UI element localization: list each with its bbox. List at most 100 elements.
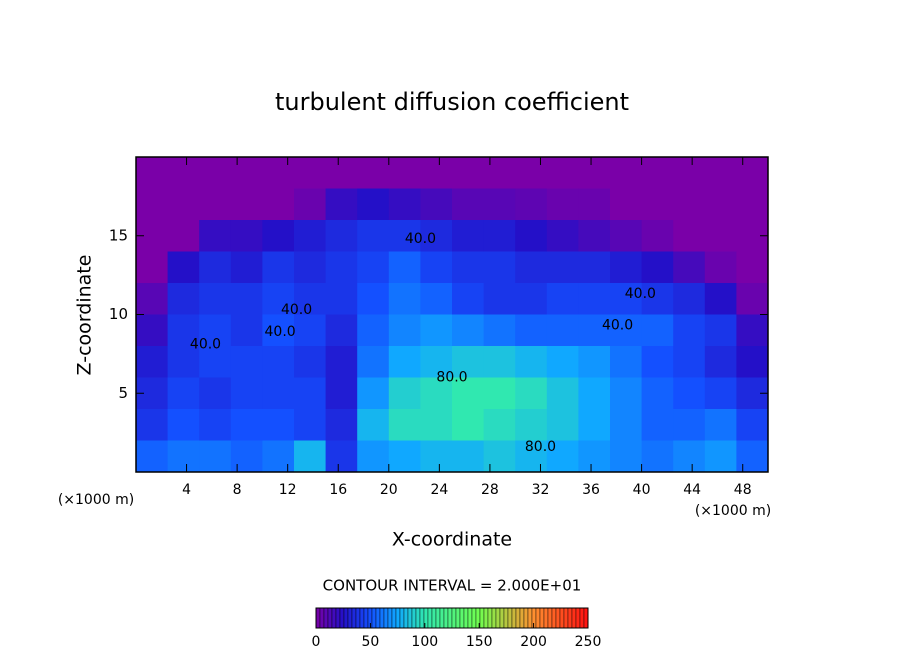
- heat-cell: [610, 377, 643, 410]
- heat-cell: [673, 314, 706, 347]
- heat-cell: [420, 220, 453, 252]
- heat-cell: [641, 220, 674, 252]
- heat-cell: [262, 251, 295, 284]
- heat-cell: [452, 220, 485, 252]
- heat-cell: [136, 157, 169, 189]
- heat-cell: [167, 220, 200, 252]
- heat-cell: [294, 157, 327, 189]
- heat-cell: [230, 157, 263, 189]
- heat-cell: [262, 188, 295, 221]
- colorbar-swatch: [455, 607, 461, 629]
- heat-cell: [452, 440, 485, 473]
- heat-cell: [136, 346, 169, 378]
- heat-cell: [357, 409, 390, 441]
- y-tick-label: 15: [109, 226, 128, 244]
- heat-cell: [515, 440, 548, 473]
- heat-cell: [420, 409, 453, 441]
- heat-cell: [546, 346, 579, 378]
- heat-cell: [294, 188, 327, 221]
- heat-cell: [388, 220, 421, 252]
- heat-cell: [736, 283, 769, 315]
- heat-cell: [578, 346, 611, 378]
- heat-cell: [136, 251, 169, 284]
- colorbar-swatch: [387, 607, 393, 629]
- heat-cell: [230, 377, 263, 410]
- heat-cell: [325, 346, 358, 378]
- heat-cell: [483, 220, 516, 252]
- heat-cell: [578, 188, 611, 221]
- heat-cell: [136, 440, 169, 473]
- heat-cell: [294, 377, 327, 410]
- colorbar-tick-label: 100: [411, 634, 438, 650]
- heat-cell: [641, 251, 674, 284]
- heat-cell: [357, 220, 390, 252]
- colorbar-swatch: [391, 607, 397, 629]
- heat-cell: [578, 314, 611, 347]
- heat-cell: [483, 314, 516, 347]
- heat-cell: [388, 157, 421, 189]
- colorbar-swatch: [579, 607, 585, 629]
- colorbar-swatch: [335, 607, 341, 629]
- colorbar-swatch: [447, 607, 453, 629]
- heat-cell: [167, 314, 200, 347]
- x-tick-label: 8: [233, 482, 242, 498]
- colorbar-swatch: [515, 607, 521, 629]
- colorbar-swatch: [363, 607, 369, 629]
- heat-cell: [167, 440, 200, 473]
- heat-cell: [262, 377, 295, 410]
- colorbar-swatch: [463, 607, 469, 629]
- heat-cell: [641, 346, 674, 378]
- heat-cell: [546, 377, 579, 410]
- heat-cell: [452, 283, 485, 315]
- colorbar-swatch: [523, 607, 529, 629]
- x-axis-label: X-coordinate: [392, 529, 512, 551]
- heat-cell: [610, 251, 643, 284]
- heat-cell: [610, 188, 643, 221]
- colorbar-swatch: [355, 607, 361, 629]
- heat-cell: [515, 377, 548, 410]
- heat-cell: [515, 220, 548, 252]
- heat-cell: [388, 283, 421, 315]
- heat-cell: [736, 188, 769, 221]
- heat-cell: [167, 377, 200, 410]
- heat-cell: [483, 409, 516, 441]
- heat-cell: [515, 346, 548, 378]
- heat-cell: [515, 283, 548, 315]
- heat-cell: [704, 314, 737, 347]
- heat-cell: [199, 409, 232, 441]
- heat-cell: [546, 409, 579, 441]
- colorbar-swatch: [419, 607, 425, 629]
- contour-label: 40.0: [281, 302, 312, 318]
- colorbar-swatch: [395, 607, 401, 629]
- heat-cell: [199, 157, 232, 189]
- heat-cell: [673, 377, 706, 410]
- heat-cell: [483, 440, 516, 473]
- heat-cell: [673, 346, 706, 378]
- colorbar-swatch: [467, 607, 473, 629]
- heat-cell: [199, 314, 232, 347]
- heat-cell: [294, 314, 327, 347]
- heat-cell: [578, 157, 611, 189]
- colorbar-swatch: [483, 607, 489, 629]
- heat-cell: [262, 283, 295, 315]
- heat-cell: [199, 377, 232, 410]
- heat-cell: [736, 314, 769, 347]
- heat-cell: [483, 283, 516, 315]
- heat-cell: [578, 220, 611, 252]
- heat-cell: [704, 346, 737, 378]
- colorbar-tick-label: 150: [466, 634, 493, 650]
- heat-cell: [199, 220, 232, 252]
- heat-cell: [704, 377, 737, 410]
- colorbar-swatch: [403, 607, 409, 629]
- heat-cell: [736, 409, 769, 441]
- colorbar-swatch: [535, 607, 541, 629]
- heat-cell: [515, 409, 548, 441]
- colorbar-swatch: [431, 607, 437, 629]
- heat-cell: [420, 314, 453, 347]
- heat-cell: [357, 157, 390, 189]
- heat-cell: [736, 346, 769, 378]
- y-tick-label: 10: [109, 305, 128, 323]
- heat-cell: [388, 409, 421, 441]
